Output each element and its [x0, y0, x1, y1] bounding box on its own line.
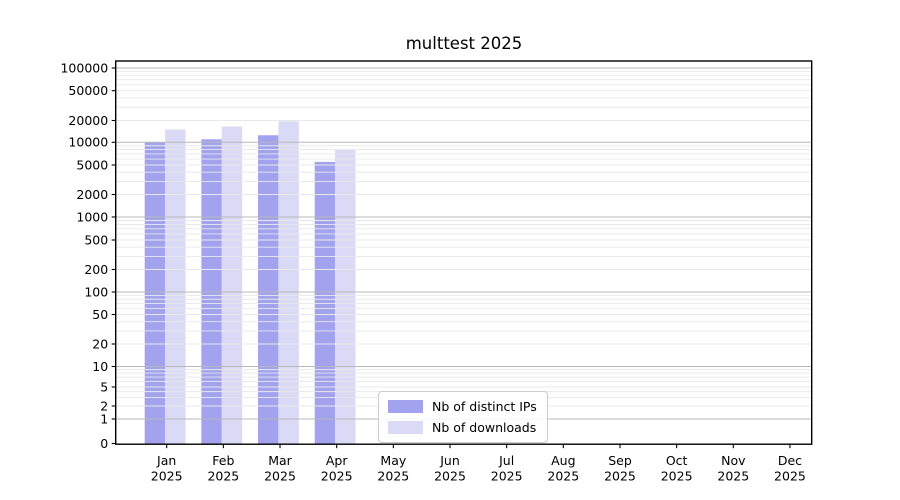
x-tick-label-year: 2025 — [151, 469, 183, 484]
x-tick-label-year: 2025 — [604, 469, 636, 484]
y-tick-label: 1000 — [76, 209, 108, 224]
y-tick-label: 10000 — [68, 135, 108, 150]
x-tick-label-year: 2025 — [661, 469, 693, 484]
x-tick-label-year: 2025 — [321, 469, 353, 484]
y-tick-label: 5 — [100, 379, 108, 394]
y-tick-label: 20000 — [68, 113, 108, 128]
bar-distinct-ips-jan — [144, 142, 166, 445]
x-tick-label-month: Jun — [439, 453, 460, 468]
y-tick-label: 1 — [100, 411, 108, 426]
x-tick-label-year: 2025 — [207, 469, 239, 484]
x-tick-label-month: Feb — [212, 453, 234, 468]
x-axis: Jan2025Feb2025Mar2025Apr2025May2025Jun20… — [151, 444, 806, 484]
bar-downloads-feb — [221, 126, 243, 445]
x-tick-label-year: 2025 — [491, 469, 523, 484]
bar-downloads-mar — [278, 121, 299, 445]
y-tick-label: 2000 — [76, 187, 108, 202]
y-tick-label: 100000 — [60, 60, 108, 75]
bar-downloads-jan — [165, 129, 186, 445]
y-tick-label: 20 — [92, 336, 108, 351]
x-tick-label-year: 2025 — [377, 469, 409, 484]
bars-layer — [144, 121, 356, 445]
x-tick-label-year: 2025 — [264, 469, 296, 484]
bar-distinct-ips-apr — [314, 161, 336, 445]
plot-border — [114, 60, 813, 445]
x-tick-label-month: Apr — [326, 453, 348, 468]
legend-swatch-downloads — [388, 421, 423, 434]
y-tick-label: 100 — [84, 284, 108, 299]
legend-swatch-distinct-ips — [388, 400, 423, 413]
x-tick-label-year: 2025 — [434, 469, 466, 484]
y-tick-label: 5000 — [76, 157, 108, 172]
x-tick-label-month: Sep — [608, 453, 632, 468]
x-tick-label-month: Jul — [498, 453, 514, 468]
legend-label-distinct-ips: Nb of distinct IPs — [432, 399, 537, 414]
chart-title: multtest 2025 — [405, 34, 523, 53]
x-tick-label-month: Mar — [268, 453, 292, 468]
legend-item-downloads: Nb of downloads — [388, 419, 537, 436]
y-tick-label: 500 — [84, 232, 108, 247]
y-tick-label: 200 — [84, 262, 108, 277]
y-axis: 0 12 5 10 20 50 100 200 500 1000 2000 5000 10000 2000… — [60, 60, 116, 451]
x-tick-label-year: 2025 — [774, 469, 806, 484]
x-tick-label-month: Aug — [551, 453, 575, 468]
x-tick-label-month: Nov — [721, 453, 746, 468]
y-tick-label: 50 — [92, 307, 108, 322]
x-tick-label-month: Dec — [778, 453, 802, 468]
y-tick-label: 10 — [92, 359, 108, 374]
x-tick-label-month: Oct — [666, 453, 688, 468]
x-tick-label-year: 2025 — [547, 469, 579, 484]
bar-downloads-apr — [335, 149, 356, 445]
x-tick-label-year: 2025 — [717, 469, 749, 484]
x-tick-label-month: Jan — [156, 453, 176, 468]
legend-item-distinct-ips: Nb of distinct IPs — [388, 398, 537, 415]
y-tick-label: 2 — [100, 398, 108, 413]
legend-label-downloads: Nb of downloads — [432, 420, 537, 435]
legend: Nb of distinct IPs Nb of downloads — [378, 391, 548, 443]
x-tick-label-month: May — [380, 453, 406, 468]
y-tick-label: 0 — [100, 436, 108, 451]
y-tick-label: 50000 — [68, 83, 108, 98]
